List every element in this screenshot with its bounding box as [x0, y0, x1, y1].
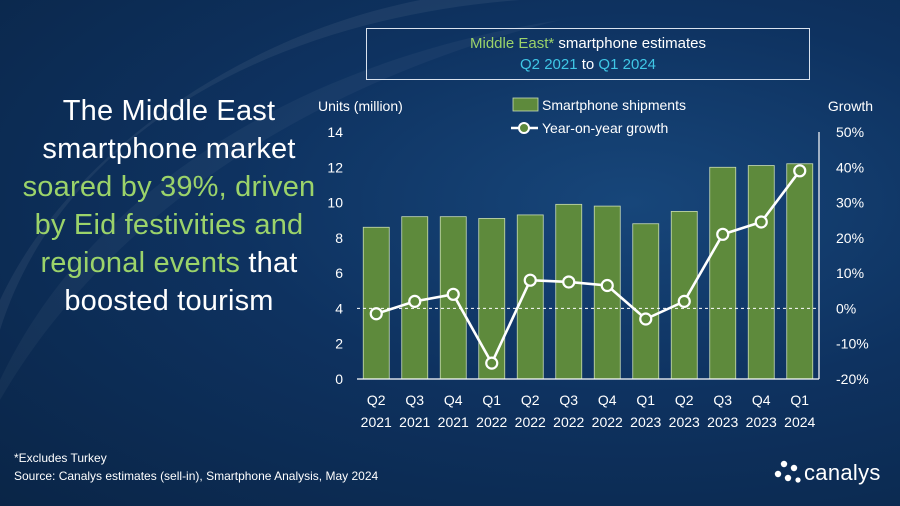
- y2-tick-label: -10%: [836, 336, 869, 352]
- y-tick-label: 10: [327, 195, 343, 211]
- x-tick-year: 2022: [553, 414, 584, 430]
- chart-title-line1: Middle East* smartphone estimates: [367, 33, 809, 54]
- y2-axis-title: Growth: [828, 98, 873, 114]
- y-tick-label: 0: [335, 371, 343, 387]
- growth-point: [523, 273, 537, 287]
- y2-tick-label: 20%: [836, 230, 864, 246]
- y2-tick-label: 30%: [836, 195, 864, 211]
- growth-point: [562, 275, 576, 289]
- x-tick-quarter: Q4: [752, 392, 771, 408]
- bar: [747, 165, 775, 380]
- x-tick-year: 2023: [669, 414, 700, 430]
- period-to: to: [577, 56, 599, 73]
- headline-part1: The Middle East smartphone market: [42, 95, 296, 165]
- growth-point: [446, 287, 460, 301]
- growth-point: [677, 294, 691, 308]
- x-tick-quarter: Q3: [405, 392, 424, 408]
- title-rest: smartphone estimates: [554, 35, 706, 52]
- x-tick-year: 2022: [476, 414, 507, 430]
- growth-point: [716, 227, 730, 241]
- canalys-logo-icon: [774, 460, 801, 483]
- x-tick-quarter: Q2: [521, 392, 540, 408]
- y-axis-title: Units (million): [318, 98, 403, 114]
- x-tick-year: 2021: [361, 414, 392, 430]
- chart-title-box: Middle East* smartphone estimates Q2 202…: [366, 28, 810, 80]
- bar: [362, 226, 390, 380]
- growth-point: [408, 294, 422, 308]
- y2-tick-label: 40%: [836, 159, 864, 175]
- headline-highlight: soared by 39%, driven by Eid festivities…: [22, 171, 316, 279]
- x-tick-quarter: Q1: [790, 392, 809, 408]
- bar: [555, 203, 583, 380]
- region-label: Middle East*: [470, 35, 555, 52]
- growth-point: [639, 312, 653, 326]
- growth-point: [754, 215, 768, 229]
- y2-tick-label: 10%: [836, 265, 864, 281]
- x-tick-year: 2023: [746, 414, 777, 430]
- x-tick-year: 2023: [630, 414, 661, 430]
- x-tick-year: 2022: [592, 414, 623, 430]
- y2-tick-label: 0%: [836, 300, 856, 316]
- growth-point: [793, 164, 807, 178]
- y-tick-label: 4: [335, 300, 343, 316]
- x-tick-year: 2023: [707, 414, 738, 430]
- legend-bar-label: Smartphone shipments: [542, 97, 686, 113]
- period-start: Q2 2021: [520, 56, 578, 73]
- growth-point: [369, 307, 383, 321]
- x-tick-quarter: Q2: [367, 392, 386, 408]
- growth-point: [485, 356, 499, 370]
- bar: [632, 223, 660, 380]
- x-tick-year: 2022: [515, 414, 546, 430]
- x-tick-quarter: Q1: [636, 392, 655, 408]
- legend-bar-swatch: [512, 97, 539, 112]
- headline-part3: that boosted tourism: [64, 247, 298, 317]
- x-tick-year: 2021: [399, 414, 430, 430]
- x-tick-year: 2024: [784, 414, 815, 430]
- y-tick-label: 2: [335, 336, 343, 352]
- x-tick-quarter: Q2: [675, 392, 694, 408]
- source-note: Source: Canalys estimates (sell-in), Sma…: [14, 469, 379, 483]
- period-end: Q1 2024: [598, 56, 656, 73]
- chart-title-line2: Q2 2021 to Q1 2024: [367, 54, 809, 75]
- legend-line-label: Year-on-year growth: [542, 120, 668, 136]
- bar: [478, 218, 506, 380]
- growth-point: [600, 278, 614, 293]
- x-tick-quarter: Q1: [482, 392, 501, 408]
- growth-line: [375, 170, 801, 366]
- bar: [786, 163, 814, 380]
- x-tick-year: 2021: [438, 414, 469, 430]
- x-tick-quarter: Q3: [713, 392, 732, 408]
- legend-line-marker: [518, 122, 530, 134]
- y-tick-label: 12: [327, 159, 343, 175]
- y-tick-label: 14: [327, 124, 343, 140]
- canalys-logo-text: canalys: [804, 460, 881, 485]
- x-tick-quarter: Q3: [559, 392, 578, 408]
- y2-tick-label: -20%: [836, 371, 869, 387]
- x-tick-quarter: Q4: [598, 392, 617, 408]
- bar: [709, 166, 737, 380]
- footnote: *Excludes Turkey: [14, 451, 107, 465]
- y-tick-label: 6: [335, 265, 343, 281]
- y2-tick-label: 50%: [836, 124, 864, 140]
- headline: The Middle East smartphone market soared…: [14, 92, 324, 320]
- x-tick-quarter: Q4: [444, 392, 463, 408]
- y-tick-label: 8: [335, 230, 343, 246]
